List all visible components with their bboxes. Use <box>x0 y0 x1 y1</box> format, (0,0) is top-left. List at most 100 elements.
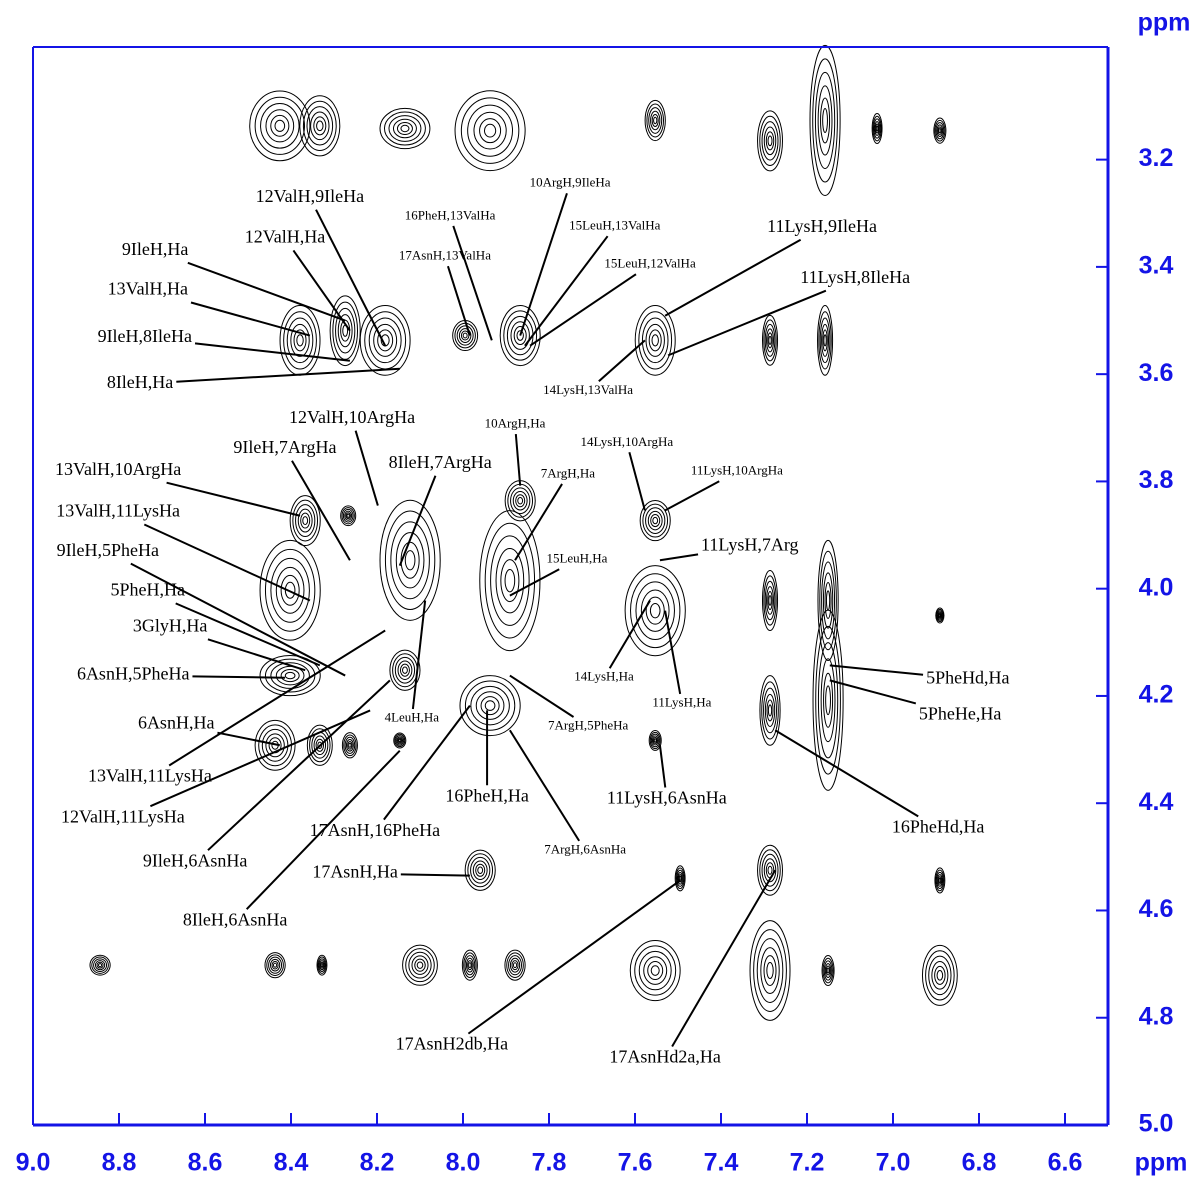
contour <box>476 864 485 876</box>
annotation-leader <box>316 210 385 346</box>
contour <box>643 504 668 537</box>
contour <box>478 867 483 873</box>
contour <box>393 654 418 687</box>
annotation-leader <box>356 431 378 506</box>
annotation-leader <box>191 302 310 335</box>
y-tick-label: 3.6 <box>1139 359 1174 387</box>
annotation-leader <box>530 274 636 345</box>
contour <box>301 513 310 528</box>
annotation-label: 9IleH,5PheHa <box>57 540 159 560</box>
x-tick-label: 6.6 <box>1048 1149 1083 1177</box>
annotation-label: 15LeuH,12ValHa <box>604 256 696 271</box>
annotation-label: 17AsnHd2a,Ha <box>609 1047 720 1067</box>
contour <box>645 100 665 140</box>
contour <box>453 321 478 351</box>
contour <box>939 878 941 882</box>
contour <box>480 119 501 143</box>
contour <box>821 98 830 143</box>
contour <box>98 964 101 967</box>
y-tick-label: 3.8 <box>1139 466 1174 494</box>
annotation-label: 14LysH,Ha <box>574 669 634 684</box>
x-tick-label: 7.4 <box>704 1149 739 1177</box>
annotation-leader <box>192 676 285 677</box>
contour <box>271 115 289 136</box>
contour <box>939 614 940 616</box>
annotation-label: 16PheHd,Ha <box>892 817 985 837</box>
contour <box>317 121 323 131</box>
contour <box>90 955 110 975</box>
contour <box>403 945 438 985</box>
annotation-leader <box>525 236 608 346</box>
annotation-label: 7ArgH,6AsnHa <box>544 841 626 856</box>
contour <box>485 701 495 711</box>
annotation-leader <box>660 745 665 787</box>
contour <box>347 514 349 517</box>
y-tick-label: 4.6 <box>1139 895 1174 923</box>
contour <box>260 540 320 640</box>
annotation-label: 11LysH,7Arg <box>701 534 799 554</box>
contour <box>635 946 676 995</box>
contour <box>476 692 504 720</box>
contour <box>469 963 471 968</box>
annotation-label: 13ValH,10ArgHa <box>55 459 181 479</box>
annotation-label: 16PheH,13ValHa <box>405 207 496 222</box>
contour <box>314 117 326 135</box>
annotation-label: 3GlyH,Ha <box>133 615 208 635</box>
x-tick-label: 8.0 <box>446 1149 481 1177</box>
contour <box>769 336 771 344</box>
annotation-leader <box>775 730 918 816</box>
annotation-leader <box>672 870 775 1046</box>
annotation-label: 17AsnH,Ha <box>312 862 398 882</box>
contour <box>285 672 295 678</box>
annotation-leader <box>292 461 350 561</box>
contour <box>281 575 299 605</box>
contour <box>641 590 669 631</box>
contour <box>631 574 680 648</box>
contour <box>512 961 518 970</box>
contour <box>360 306 410 376</box>
annotation-leader <box>665 481 719 510</box>
contour <box>465 850 495 890</box>
contour <box>826 591 829 610</box>
contour <box>827 968 829 973</box>
x-tick-label: 7.0 <box>876 1149 911 1177</box>
contour <box>380 500 440 620</box>
contour <box>768 866 772 874</box>
annotation-label: 13ValH,Ha <box>108 279 188 299</box>
annotation-leader <box>167 483 300 516</box>
y-tick-label: 3.4 <box>1139 251 1174 279</box>
contour <box>321 964 323 967</box>
contour <box>496 548 524 612</box>
annotation-label: 11LysH,10ArgHa <box>691 463 783 478</box>
annotation-label: 11LysH,9IleHa <box>767 216 877 236</box>
annotation-leader <box>400 476 436 566</box>
annotation-label: 10ArgH,Ha <box>485 416 546 431</box>
contour <box>513 963 516 968</box>
annotation-label: 17AsnH2db,Ha <box>396 1034 509 1054</box>
contour <box>750 921 790 1021</box>
x-tick-label: 8.6 <box>188 1149 223 1177</box>
contour <box>937 971 943 981</box>
contour <box>816 626 841 774</box>
contour <box>768 705 771 716</box>
contour <box>652 114 658 126</box>
x-tick-label: 7.6 <box>618 1149 653 1177</box>
contour <box>455 91 525 171</box>
contour <box>516 495 525 507</box>
annotation-label: 6AsnH,5PheHa <box>77 664 190 684</box>
annotation-label: 10ArgH,9IleHa <box>530 175 611 190</box>
contour <box>265 549 314 631</box>
annotation-label: 12ValH,10ArgHa <box>289 407 415 427</box>
annotation-label: 11LysH,6AsnHa <box>607 788 727 808</box>
contour <box>508 484 533 517</box>
contour <box>397 122 412 134</box>
annotation-label: 13ValH,11LysHa <box>88 766 212 786</box>
annotation-label: 7ArgH,Ha <box>541 465 596 480</box>
contour <box>380 108 430 148</box>
annotation-label: 5PheHd,Ha <box>926 667 1010 687</box>
annotation-label: 12ValH,9IleHa <box>256 186 364 206</box>
contour <box>505 950 525 980</box>
x-tick-label: 8.4 <box>274 1149 309 1177</box>
contour <box>758 111 783 171</box>
contour <box>649 330 661 351</box>
